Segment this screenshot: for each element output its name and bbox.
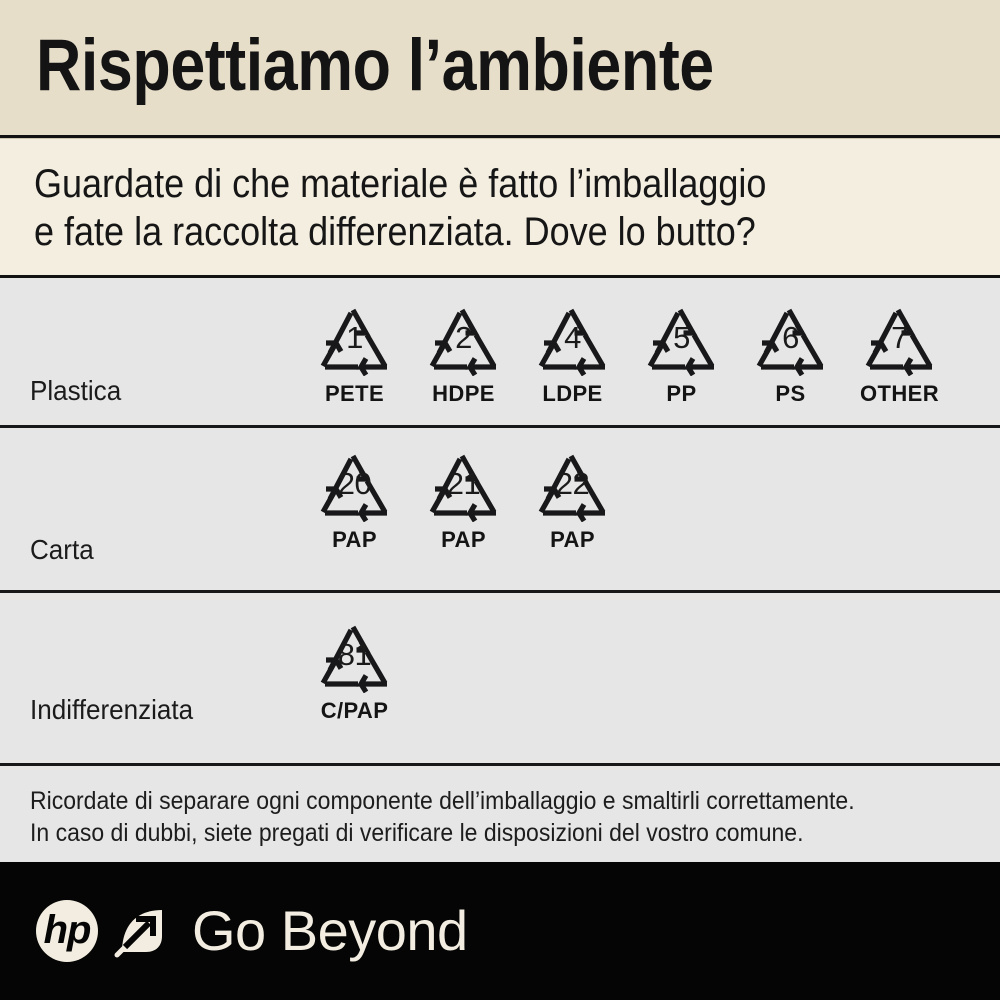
mobius-loop-icon: 81 <box>309 613 401 693</box>
recycling-symbol: 2 HDPE <box>409 296 518 407</box>
disclaimer-band: Ricordate di separare ogni componente de… <box>0 763 1000 862</box>
recycling-code-label: PS <box>775 381 806 406</box>
recycling-code-number: 1 <box>346 320 363 355</box>
recycling-code-number: 4 <box>564 320 581 355</box>
mobius-loop-icon: 7 <box>854 296 946 376</box>
material-rows: Plastica 1 PETE 2 HDPE 4 LDPE 5 PP 6 PS 7 OTHER Car… <box>0 278 1000 763</box>
subtitle-band: Guardate di che materiale è fatto l’imba… <box>0 138 1000 278</box>
leaf-arrow-icon <box>112 902 170 960</box>
recycling-symbol: 5 PP <box>627 296 736 407</box>
mobius-loop-icon: 21 <box>418 442 510 522</box>
subtitle-line-1: Guardate di che materiale è fatto l’imba… <box>34 162 767 206</box>
recycling-code-number: 5 <box>673 320 690 355</box>
category-label-carta: Carta <box>30 534 94 565</box>
material-row-indifferenziata: Indifferenziata 81 C/PAP <box>0 590 1000 760</box>
symbol-strip-indifferenziata: 81 C/PAP <box>300 613 409 724</box>
recycling-symbol: 22 PAP <box>518 442 627 553</box>
brand-lockup: hp Go Beyond <box>36 900 468 962</box>
material-row-carta: Carta 20 PAP 21 PAP 22 PAP <box>0 425 1000 590</box>
recycling-symbol: 7 OTHER <box>845 296 954 407</box>
brand-tagline: Go Beyond <box>192 899 468 962</box>
category-label-indifferenziata: Indifferenziata <box>30 694 194 725</box>
hp-logo-icon: hp <box>36 900 98 962</box>
page-title: Rispettiamo l’ambiente <box>36 25 714 106</box>
recycling-symbol: 81 C/PAP <box>300 613 409 724</box>
recycling-symbol: 20 PAP <box>300 442 409 553</box>
title-band: Rispettiamo l’ambiente <box>0 0 1000 138</box>
recycling-code-number: 2 <box>455 320 472 355</box>
recycling-code-label: LDPE <box>542 381 603 406</box>
subtitle-line-2: e fate la raccolta differenziata. Dove l… <box>34 210 756 254</box>
mobius-loop-icon: 1 <box>309 296 401 376</box>
recycling-code-label: PAP <box>332 527 377 552</box>
recycling-code-number: 7 <box>891 320 908 355</box>
symbol-strip-carta: 20 PAP 21 PAP 22 PAP <box>300 442 627 553</box>
mobius-loop-icon: 2 <box>418 296 510 376</box>
recycling-code-label: PETE <box>324 381 385 406</box>
recycling-code-label: PP <box>666 381 697 406</box>
recycling-symbol: 1 PETE <box>300 296 409 407</box>
brand-band: hp Go Beyond <box>0 862 1000 1000</box>
recycling-code-number: 81 <box>337 637 372 672</box>
recycling-code-number: 20 <box>337 466 372 501</box>
recycling-code-label: OTHER <box>860 381 939 406</box>
mobius-loop-icon: 20 <box>309 442 401 522</box>
material-row-plastica: Plastica 1 PETE 2 HDPE 4 LDPE 5 PP 6 PS 7 OTHER <box>0 278 1000 425</box>
category-label-plastica: Plastica <box>30 375 122 406</box>
recycling-symbol: 21 PAP <box>409 442 518 553</box>
mobius-loop-icon: 5 <box>636 296 728 376</box>
disclaimer-line-1: Ricordate di separare ogni componente de… <box>30 787 855 815</box>
mobius-loop-icon: 6 <box>745 296 837 376</box>
recycling-code-number: 6 <box>782 320 799 355</box>
recycling-code-label: PAP <box>550 527 595 552</box>
recycling-code-number: 22 <box>555 466 590 501</box>
recycling-symbol: 6 PS <box>736 296 845 407</box>
recycling-code-label: C/PAP <box>320 698 389 723</box>
recycling-code-label: PAP <box>441 527 486 552</box>
recycling-code-number: 21 <box>446 466 481 501</box>
symbol-strip-plastica: 1 PETE 2 HDPE 4 LDPE 5 PP 6 PS 7 OTHER <box>300 296 954 407</box>
mobius-loop-icon: 4 <box>527 296 619 376</box>
mobius-loop-icon: 22 <box>527 442 619 522</box>
recycling-code-label: HDPE <box>432 381 495 406</box>
recycling-symbol: 4 LDPE <box>518 296 627 407</box>
hp-wordmark: hp <box>43 908 92 952</box>
disclaimer-line-2: In caso di dubbi, siete pregati di verif… <box>30 819 804 847</box>
